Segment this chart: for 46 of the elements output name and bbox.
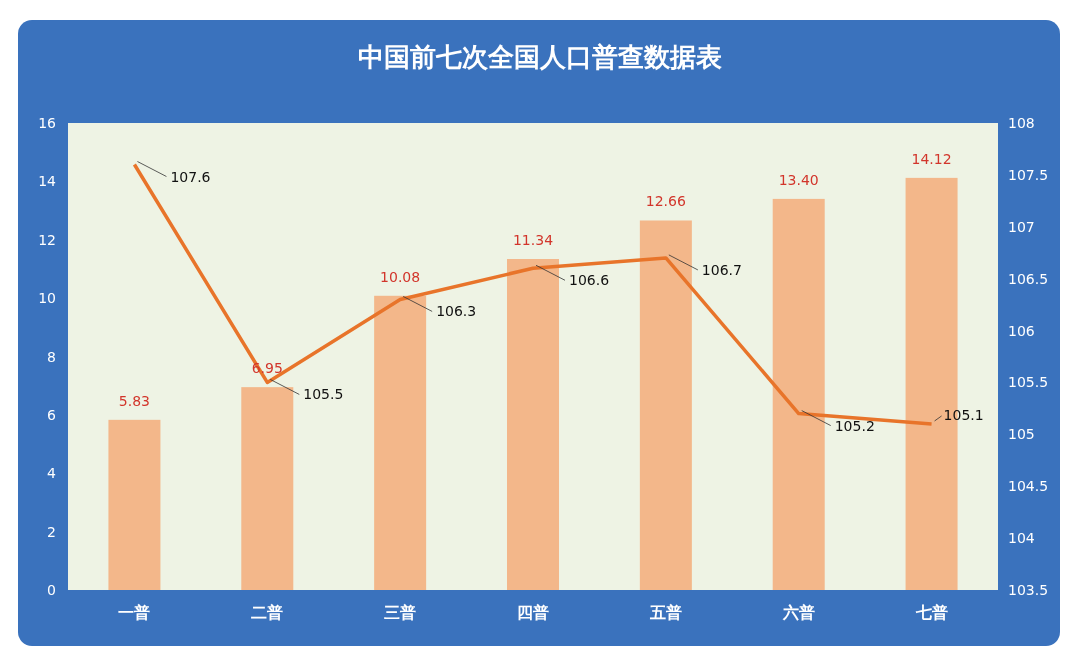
x-tick-label: 三普 xyxy=(384,603,417,622)
bar xyxy=(507,259,559,590)
y-tick-label: 16 xyxy=(38,115,57,131)
data-label: 106.6 xyxy=(569,272,610,289)
x-tick-label: 一普 xyxy=(118,603,151,622)
y2-tick-label: 107.5 xyxy=(1008,166,1049,183)
chart-title: 中国前七次全国人口普查数据表 xyxy=(358,42,722,72)
data-label: 13.40 xyxy=(778,171,819,188)
y-tick-label: 0 xyxy=(47,582,56,598)
y-tick-label: 6 xyxy=(47,406,57,423)
bar xyxy=(108,419,161,590)
data-label: 106.3 xyxy=(436,303,477,320)
x-tick-label: 七普 xyxy=(914,603,948,622)
bar xyxy=(374,295,427,590)
data-label: 105.2 xyxy=(834,417,875,434)
y2-tick-label: 104 xyxy=(1008,530,1035,547)
y2-tick-label: 105.5 xyxy=(1008,374,1049,391)
y-tick-label: 8 xyxy=(47,348,56,365)
y2-tick-label: 107 xyxy=(1008,218,1035,235)
data-label: 12.66 xyxy=(645,193,686,210)
y2-tick-label: 105 xyxy=(1008,426,1035,443)
y-tick-label: 12 xyxy=(38,231,56,248)
y2-tick-label: 106 xyxy=(1008,322,1035,339)
data-label: 105.5 xyxy=(303,386,344,403)
y2-tick-label: 104.5 xyxy=(1008,478,1049,495)
y-tick-label: 14 xyxy=(38,173,57,190)
data-label: 10.08 xyxy=(380,268,421,285)
x-tick-label: 四普 xyxy=(517,603,549,622)
data-label: 14.12 xyxy=(911,150,952,167)
data-label: 11.34 xyxy=(512,232,554,249)
bar xyxy=(772,198,825,590)
y-tick-label: 4 xyxy=(47,465,57,482)
x-tick-label: 五普 xyxy=(648,603,682,622)
y-tick-label: 2 xyxy=(47,523,56,540)
data-label: 5.83 xyxy=(118,392,151,409)
y-tick-label: 10 xyxy=(38,290,56,307)
bar xyxy=(639,220,692,590)
x-tick-label: 六普 xyxy=(781,603,815,622)
y2-tick-label: 103.5 xyxy=(1008,582,1049,598)
data-label: 107.6 xyxy=(170,168,211,185)
bar xyxy=(241,387,294,590)
data-label: 105.1 xyxy=(943,406,984,423)
y2-tick-label: 108 xyxy=(1008,115,1035,131)
x-tick-label: 二普 xyxy=(251,603,284,622)
y2-tick-label: 106.5 xyxy=(1008,270,1049,287)
data-label: 106.7 xyxy=(701,261,742,278)
